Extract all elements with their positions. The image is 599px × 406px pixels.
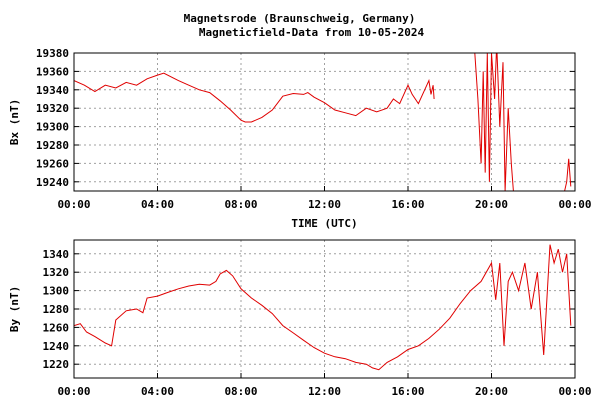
by-ytick-label: 1240 — [43, 340, 70, 353]
chart-title-line2: Magneticfield-Data from 10-05-2024 — [198, 26, 425, 39]
bx-xtick-label: 08:00 — [224, 198, 257, 211]
bx-ytick-label: 19380 — [36, 47, 69, 60]
bx-xtick-label: 04:00 — [141, 198, 174, 211]
by-xtick-label: 20:00 — [475, 385, 508, 398]
by-ytick-label: 1260 — [43, 321, 70, 334]
bx-xtick-label: 20:00 — [475, 198, 508, 211]
bx-panel: 19240 19260 19280 19300 19320 19340 19360 19380… — [8, 47, 592, 230]
by-xtick-label: 00:00 — [558, 385, 591, 398]
by-xtick-label: 12:00 — [308, 385, 341, 398]
by-ytick-label: 1340 — [43, 248, 70, 261]
bx-xtick-label: 00:00 — [558, 198, 591, 211]
bx-ytick-label: 19280 — [36, 139, 69, 152]
bx-ytick-label: 19300 — [36, 121, 69, 134]
bx-xtick-label: 00:00 — [57, 198, 90, 211]
by-xtick-label: 00:00 — [57, 385, 90, 398]
by-series-line — [74, 244, 572, 371]
by-xtick-label: 04:00 — [141, 385, 174, 398]
bx-frame — [73, 52, 576, 192]
bx-ytick-label: 19320 — [36, 102, 69, 115]
by-panel: 1220 1240 1260 1280 1300 1320 1340 00:00 04:00 08… — [8, 239, 592, 398]
bx-ytick-label: 19340 — [36, 84, 69, 97]
by-xtick-label: 08:00 — [224, 385, 257, 398]
by-ytick-label: 1300 — [43, 285, 70, 298]
bx-ytick-label: 19360 — [36, 65, 69, 78]
by-ylabel: By (nT) — [8, 286, 21, 332]
bx-xtick-label: 12:00 — [308, 198, 341, 211]
bx-ytick-label: 19240 — [36, 176, 69, 189]
by-frame — [73, 239, 576, 379]
chart-title-line1: Magnetsrode (Braunschweig, Germany) — [183, 12, 416, 25]
by-ytick-label: 1220 — [43, 358, 70, 371]
by-xtick-label: 16:00 — [391, 385, 424, 398]
bx-series-line — [74, 53, 572, 191]
by-ytick-label: 1280 — [43, 303, 70, 316]
by-ytick-label: 1320 — [43, 266, 70, 279]
bx-ytick-label: 19260 — [36, 157, 69, 170]
bx-xtick-label: 16:00 — [391, 198, 424, 211]
bx-ylabel: Bx (nT) — [8, 99, 21, 145]
bx-xlabel: TIME (UTC) — [291, 217, 357, 230]
